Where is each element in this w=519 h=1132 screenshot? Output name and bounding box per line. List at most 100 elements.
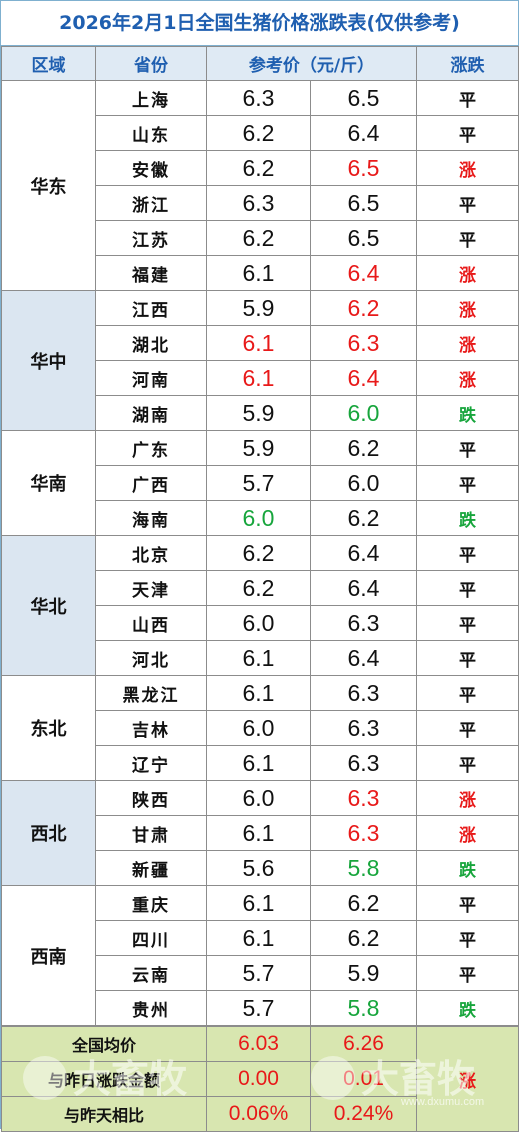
province-cell: 海南 bbox=[95, 500, 207, 536]
summary-pct-prev: 0.06% bbox=[206, 1096, 311, 1132]
table-row: 云南 5.7 5.9 平 bbox=[2, 955, 519, 991]
table-row: 江苏 6.2 6.5 平 bbox=[2, 220, 519, 256]
price-prev-cell: 5.9 bbox=[206, 430, 311, 466]
province-cell: 山西 bbox=[95, 605, 207, 641]
price-curr-cell: 5.8 bbox=[310, 990, 417, 1026]
price-prev-cell: 6.3 bbox=[206, 80, 311, 116]
region-cell: 西南 bbox=[1, 885, 96, 1026]
price-prev-cell: 5.7 bbox=[206, 955, 311, 991]
price-curr-cell: 6.2 bbox=[310, 430, 417, 466]
price-curr-cell: 5.8 bbox=[310, 850, 417, 886]
price-prev-cell: 6.0 bbox=[206, 780, 311, 816]
change-cell: 跌 bbox=[416, 395, 519, 431]
summary-pct-label: 与昨天相比 bbox=[1, 1096, 207, 1132]
summary-row-percent: 与昨天相比 0.06% 0.24% bbox=[1, 1096, 519, 1132]
table-row: 华东 上海 6.3 6.5 平 bbox=[1, 80, 519, 291]
price-curr-cell: 6.2 bbox=[310, 500, 417, 536]
province-cell: 上海 bbox=[95, 80, 207, 116]
price-prev-cell: 6.0 bbox=[206, 605, 311, 641]
price-curr-cell: 6.0 bbox=[310, 395, 417, 431]
province-cell: 北京 bbox=[95, 535, 207, 571]
table-row: 广西 5.7 6.0 平 bbox=[2, 465, 519, 501]
price-prev-cell: 5.9 bbox=[206, 290, 311, 326]
table-row: 四川 6.1 6.2 平 bbox=[2, 920, 519, 956]
table-row: 贵州 5.7 5.8 跌 bbox=[2, 990, 519, 1026]
price-prev-cell: 6.3 bbox=[206, 185, 311, 221]
price-prev-cell: 6.1 bbox=[206, 745, 311, 781]
summary-avg-prev: 6.03 bbox=[206, 1026, 311, 1062]
province-cell: 贵州 bbox=[95, 990, 207, 1026]
table-row: 辽宁 6.1 6.3 平 bbox=[2, 745, 519, 781]
summary-diff-label: 与昨日涨跌金额 bbox=[1, 1061, 207, 1097]
table-row: 东北 黑龙江 6.1 6.3 平 bbox=[1, 675, 519, 781]
summary-diff-prev: 0.00 bbox=[206, 1061, 311, 1097]
price-curr-cell: 6.3 bbox=[310, 745, 417, 781]
table-row: 甘肃 6.1 6.3 涨 bbox=[2, 815, 519, 851]
price-prev-cell: 6.2 bbox=[206, 570, 311, 606]
summary-area: 全国均价 6.03 6.26 涨 与昨日涨跌金额 0.00 0.01 与昨天相比… bbox=[1, 1026, 519, 1132]
table-row: 西北 陕西 6.0 6.3 涨 bbox=[1, 780, 519, 886]
table-row: 福建 6.1 6.4 涨 bbox=[2, 255, 519, 291]
price-prev-cell: 6.0 bbox=[206, 710, 311, 746]
price-curr-cell: 6.4 bbox=[310, 115, 417, 151]
table-row: 山西 6.0 6.3 平 bbox=[2, 605, 519, 641]
price-prev-cell: 5.9 bbox=[206, 395, 311, 431]
change-cell: 平 bbox=[416, 675, 519, 711]
price-prev-cell: 6.1 bbox=[206, 360, 311, 396]
table-row: 安徽 6.2 6.5 涨 bbox=[2, 150, 519, 186]
price-curr-cell: 6.4 bbox=[310, 640, 417, 676]
province-cell: 吉林 bbox=[95, 710, 207, 746]
summary-row-average: 全国均价 6.03 6.26 涨 bbox=[1, 1026, 519, 1132]
price-table-body: 区域 省份 参考价（元/斤） 涨跌 华东 上海 6.3 6.5 平山东 6.2 6.4 平安徽… bbox=[1, 46, 519, 1026]
price-prev-cell: 6.0 bbox=[206, 500, 311, 536]
price-curr-cell: 6.4 bbox=[310, 570, 417, 606]
change-cell: 平 bbox=[416, 920, 519, 956]
province-cell: 广东 bbox=[95, 430, 207, 466]
price-curr-cell: 6.3 bbox=[310, 325, 417, 361]
price-prev-cell: 6.2 bbox=[206, 115, 311, 151]
province-cell: 甘肃 bbox=[95, 815, 207, 851]
province-cell: 河南 bbox=[95, 360, 207, 396]
change-cell: 平 bbox=[416, 570, 519, 606]
price-curr-cell: 6.2 bbox=[310, 290, 417, 326]
price-curr-cell: 6.5 bbox=[310, 220, 417, 256]
change-cell: 平 bbox=[416, 80, 519, 116]
change-cell: 平 bbox=[416, 885, 519, 921]
page-title: 2026年2月1日全国生猪价格涨跌表(仅供参考) bbox=[1, 1, 518, 46]
price-curr-cell: 6.2 bbox=[310, 885, 417, 921]
table-row: 河南 6.1 6.4 涨 bbox=[2, 360, 519, 396]
price-curr-cell: 6.4 bbox=[310, 360, 417, 396]
table-row: 华中 江西 5.9 6.2 涨 bbox=[1, 290, 519, 431]
summary-pct-curr: 0.24% bbox=[310, 1096, 417, 1132]
price-prev-cell: 5.7 bbox=[206, 465, 311, 501]
province-cell: 山东 bbox=[95, 115, 207, 151]
price-curr-cell: 6.3 bbox=[310, 710, 417, 746]
province-cell: 黑龙江 bbox=[95, 675, 207, 711]
change-cell: 涨 bbox=[416, 780, 519, 816]
change-cell: 平 bbox=[416, 710, 519, 746]
table-row: 海南 6.0 6.2 跌 bbox=[2, 500, 519, 536]
summary-table: 全国均价 6.03 6.26 涨 与昨日涨跌金额 0.00 0.01 与昨天相比… bbox=[1, 1026, 519, 1132]
change-cell: 跌 bbox=[416, 850, 519, 886]
region-cell: 华南 bbox=[1, 430, 96, 536]
table-row: 山东 6.2 6.4 平 bbox=[2, 115, 519, 151]
region-cell: 华东 bbox=[1, 80, 96, 291]
change-cell: 涨 bbox=[416, 325, 519, 361]
price-curr-cell: 6.3 bbox=[310, 605, 417, 641]
change-cell: 涨 bbox=[416, 290, 519, 326]
price-curr-cell: 6.4 bbox=[310, 255, 417, 291]
price-curr-cell: 6.5 bbox=[310, 185, 417, 221]
price-prev-cell: 6.2 bbox=[206, 150, 311, 186]
table-row: 河北 6.1 6.4 平 bbox=[2, 640, 519, 676]
change-cell: 平 bbox=[416, 955, 519, 991]
change-cell: 平 bbox=[416, 535, 519, 571]
change-cell: 平 bbox=[416, 605, 519, 641]
price-curr-cell: 6.2 bbox=[310, 920, 417, 956]
price-curr-cell: 5.9 bbox=[310, 955, 417, 991]
province-cell: 福建 bbox=[95, 255, 207, 291]
price-prev-cell: 5.6 bbox=[206, 850, 311, 886]
price-prev-cell: 6.1 bbox=[206, 640, 311, 676]
change-cell: 平 bbox=[416, 640, 519, 676]
change-cell: 跌 bbox=[416, 500, 519, 536]
